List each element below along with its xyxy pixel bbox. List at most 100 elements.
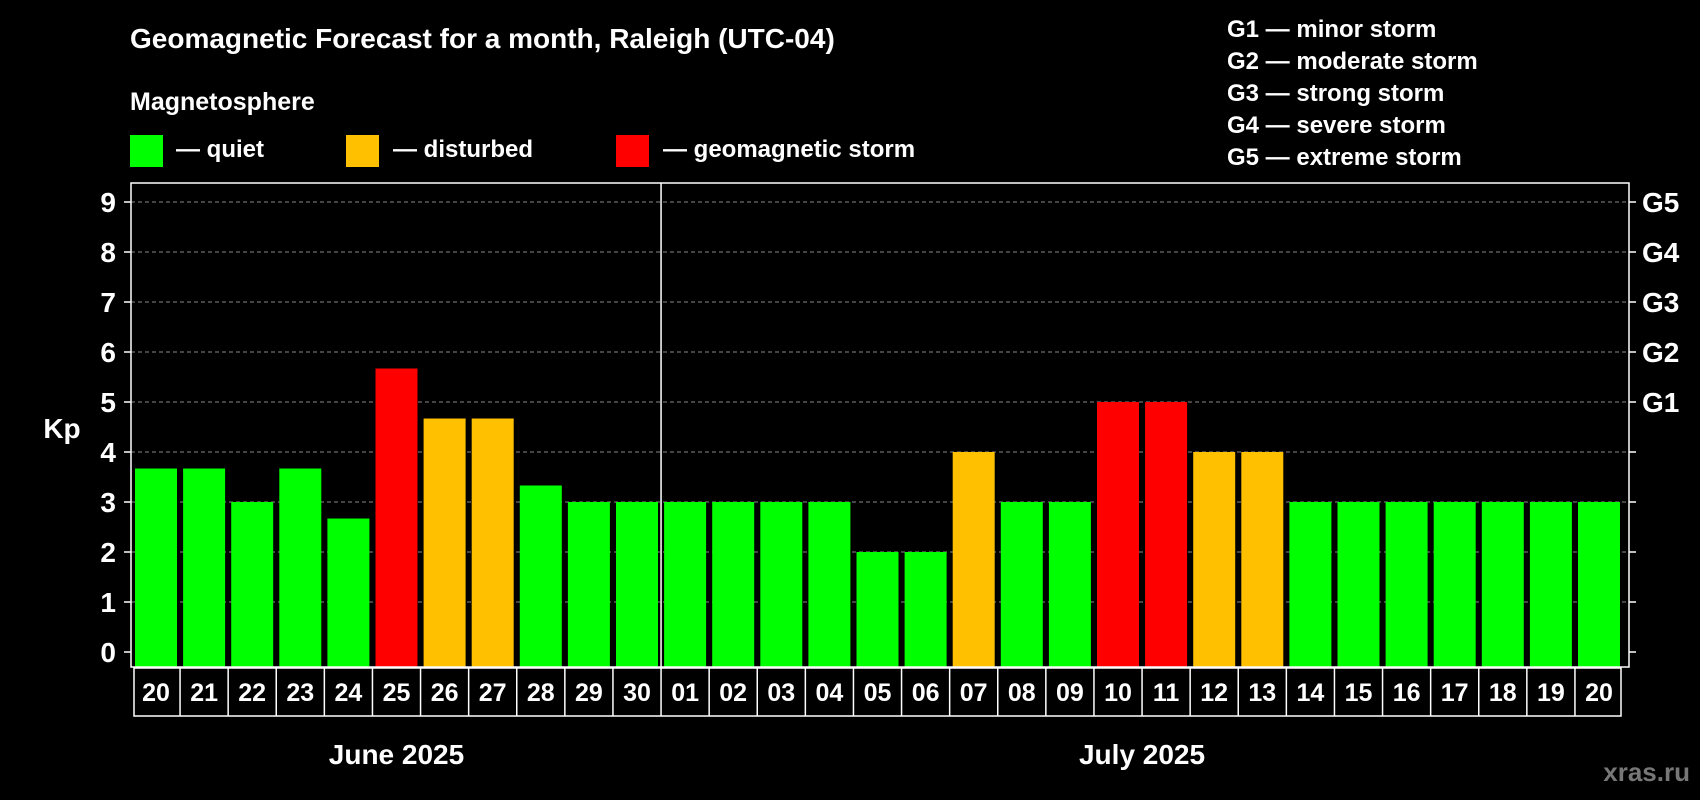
- bar: [279, 468, 322, 667]
- day-label: 01: [671, 679, 699, 707]
- month-label: June 2025: [329, 739, 464, 770]
- bar: [856, 552, 899, 667]
- day-label: 11: [1153, 679, 1180, 707]
- bar: [712, 502, 755, 667]
- y-tick-label: 0: [100, 637, 116, 668]
- storm-level-label: G5: [1642, 187, 1679, 218]
- bar: [375, 368, 418, 667]
- bar: [664, 502, 707, 667]
- storm-scale-g4: G4 — severe storm: [1227, 112, 1446, 139]
- legend-label-disturbed: — disturbed: [393, 136, 533, 163]
- day-label: 17: [1441, 679, 1469, 707]
- bar: [1433, 502, 1476, 667]
- bar: [1241, 452, 1284, 667]
- day-label: 21: [190, 679, 218, 707]
- storm-scale-legend: G1 — minor storm G2 — moderate storm G3 …: [1227, 16, 1478, 171]
- legend-swatch-disturbed: [346, 135, 379, 167]
- day-label-strip: [133, 667, 1622, 717]
- month-labels: June 2025 July 2025: [329, 739, 1205, 770]
- day-label: 08: [1008, 679, 1036, 707]
- bar: [183, 468, 226, 667]
- bar: [1193, 452, 1236, 667]
- bar: [1481, 502, 1524, 667]
- storm-level-ticks: G1 G2 G3 G4 G5: [1629, 187, 1680, 653]
- y-axis-label: Kp: [43, 413, 80, 444]
- bars: [135, 368, 1620, 667]
- y-tick-label: 2: [100, 537, 116, 568]
- bar: [327, 518, 370, 667]
- day-label: 10: [1104, 679, 1132, 707]
- day-label: 22: [238, 679, 266, 707]
- day-label: 16: [1393, 679, 1421, 707]
- month-label: July 2025: [1079, 739, 1205, 770]
- y-tick-label: 7: [100, 287, 116, 318]
- bar: [1578, 502, 1620, 667]
- bar: [231, 502, 274, 667]
- bar: [1385, 502, 1428, 667]
- y-tick-label: 1: [100, 587, 116, 618]
- y-tick-label: 3: [100, 487, 116, 518]
- storm-level-label: G4: [1642, 237, 1680, 268]
- bar: [1289, 502, 1332, 667]
- y-tick-label: 5: [100, 387, 116, 418]
- day-label: 20: [1585, 679, 1613, 707]
- bar: [616, 502, 658, 667]
- day-label: 26: [431, 679, 459, 707]
- day-label: 27: [479, 679, 507, 707]
- storm-scale-g1: G1 — minor storm: [1227, 16, 1436, 43]
- legend-label-storm: — geomagnetic storm: [663, 136, 915, 163]
- y-tick-label: 4: [100, 437, 116, 468]
- storm-level-label: G1: [1642, 387, 1679, 418]
- day-label: 25: [383, 679, 411, 707]
- day-label: 06: [912, 679, 940, 707]
- day-label: 29: [575, 679, 603, 707]
- day-label: 24: [334, 679, 362, 707]
- bar: [952, 452, 995, 667]
- y-tick-label: 8: [100, 237, 116, 268]
- day-label: 04: [815, 679, 843, 707]
- storm-scale-g5: G5 — extreme storm: [1227, 144, 1462, 171]
- day-label: 13: [1248, 679, 1276, 707]
- bar: [567, 502, 610, 667]
- legend-title: Magnetosphere: [130, 88, 315, 116]
- day-label: 28: [527, 679, 555, 707]
- chart-title: Geomagnetic Forecast for a month, Raleig…: [130, 23, 835, 54]
- legend: — quiet — disturbed — geomagnetic storm: [130, 135, 915, 167]
- day-label: 05: [864, 679, 892, 707]
- day-label: 18: [1489, 679, 1517, 707]
- bar: [1048, 502, 1091, 667]
- y-tick-label: 9: [100, 187, 116, 218]
- legend-label-quiet: — quiet: [176, 136, 264, 163]
- plot-frame: [130, 182, 1630, 668]
- day-label: 02: [719, 679, 747, 707]
- bar: [471, 418, 514, 667]
- storm-scale-g2: G2 — moderate storm: [1227, 48, 1478, 75]
- day-label: 09: [1056, 679, 1084, 707]
- storm-level-label: G2: [1642, 337, 1679, 368]
- storm-scale-g3: G3 — strong storm: [1227, 80, 1444, 107]
- y-tick-label: 6: [100, 337, 116, 368]
- bar: [808, 502, 851, 667]
- day-label: 15: [1345, 679, 1373, 707]
- bar: [1337, 502, 1380, 667]
- legend-swatch-storm: [616, 135, 649, 167]
- watermark: xras.ru: [1603, 757, 1690, 787]
- day-label: 23: [286, 679, 314, 707]
- day-label: 20: [142, 679, 170, 707]
- bar: [1145, 402, 1188, 667]
- legend-swatch-quiet: [130, 135, 163, 167]
- day-label: 30: [623, 679, 651, 707]
- bar: [1000, 502, 1043, 667]
- storm-level-label: G3: [1642, 287, 1679, 318]
- day-label: 03: [767, 679, 795, 707]
- day-label: 19: [1537, 679, 1565, 707]
- day-labels: 20 21 22 23 24 25 26 27 28 29 30 01 02 03 04 05 06 07 08 09…: [133, 667, 1622, 717]
- day-label: 14: [1296, 679, 1324, 707]
- y-ticks: 0 1 2 3 4 5 6 7 8 9: [100, 187, 131, 668]
- bar: [1097, 402, 1139, 667]
- day-label: 07: [960, 679, 988, 707]
- bar: [1529, 502, 1572, 667]
- bar: [904, 552, 947, 667]
- bar: [519, 485, 562, 667]
